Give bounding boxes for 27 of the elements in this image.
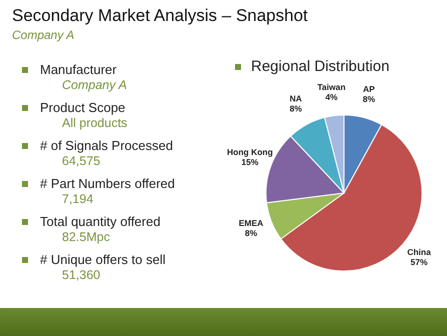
text: Product Scope [40, 100, 126, 115]
slice-label: Taiwan [317, 82, 346, 92]
text: 51,360 [62, 268, 100, 282]
text: Company A [62, 78, 127, 92]
slice-label: EMEA [238, 218, 264, 228]
text: 82.5Mpc [62, 230, 110, 244]
chart-title: Regional Distribution [250, 58, 390, 75]
data-label: 15% [241, 157, 259, 168]
text: # of Signals Processed [40, 138, 173, 153]
slice-label: AP [362, 84, 376, 94]
data-label: 8% [362, 94, 376, 104]
data-label: 8% [290, 103, 302, 114]
slice-label: NA [290, 93, 302, 104]
text: 64,575 [62, 154, 100, 168]
data-label: 57% [410, 257, 428, 268]
slice-label: Hong Kong [227, 147, 273, 158]
text: All products [62, 116, 128, 130]
text: 7,194 [62, 192, 94, 206]
slice-label: China [407, 247, 432, 258]
text: Company A [12, 28, 74, 42]
text: Total quantity offered [40, 214, 160, 229]
text: # Part Numbers offered [40, 176, 175, 191]
data-label: 4% [325, 92, 338, 102]
text: Secondary Market Analysis – Snapshot [12, 6, 308, 26]
text: Manufacturer [40, 62, 117, 77]
data-label: 8% [244, 228, 258, 238]
text: # Unique offers to sell [40, 252, 166, 267]
